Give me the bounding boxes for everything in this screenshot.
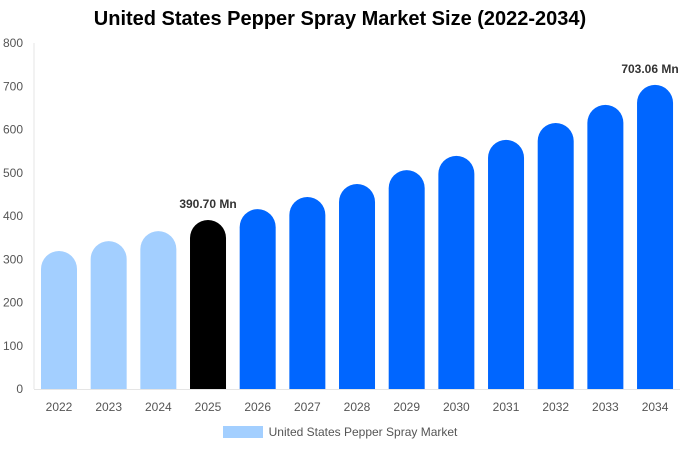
x-tick-label: 2034: [642, 400, 669, 414]
x-tick-label: 2022: [46, 400, 73, 414]
y-tick-label: 800: [3, 36, 23, 50]
bar-2028: [339, 183, 376, 389]
bar-2022: [41, 251, 77, 389]
x-tick-label: 2031: [493, 400, 520, 414]
bar-2031: [488, 139, 525, 389]
y-tick-label: 100: [3, 339, 23, 353]
bar-2024: [140, 231, 177, 389]
x-tick-label: 2032: [542, 400, 569, 414]
data-label: 390.70 Mn: [179, 197, 236, 211]
bar-2026: [239, 209, 276, 389]
legend-label: United States Pepper Spray Market: [268, 425, 458, 439]
x-tick-label: 2028: [344, 400, 371, 414]
bar-2025: [190, 220, 227, 389]
x-tick-label: 2033: [592, 400, 619, 414]
bar-2027: [289, 196, 326, 389]
legend[interactable]: United States Pepper Spray Market: [0, 425, 680, 439]
y-tick-label: 200: [3, 296, 23, 310]
bar-2032: [537, 123, 574, 389]
x-tick-label: 2030: [443, 400, 470, 414]
y-tick-label: 400: [3, 209, 23, 223]
bar-2030: [438, 155, 475, 389]
x-tick-label: 2025: [195, 400, 222, 414]
y-tick-label: 600: [3, 123, 23, 137]
x-tick-label: 2026: [244, 400, 271, 414]
bar-2029: [388, 170, 425, 389]
bar-2034: [637, 84, 674, 389]
y-tick-label: 300: [3, 252, 23, 266]
bar-2023: [90, 241, 127, 389]
bar-2033: [587, 104, 624, 389]
y-tick-label: 500: [3, 166, 23, 180]
y-tick-label: 0: [16, 382, 23, 396]
x-tick-label: 2027: [294, 400, 321, 414]
data-label: 703.06 Mn: [621, 62, 678, 76]
x-tick-label: 2029: [393, 400, 420, 414]
legend-swatch: [222, 426, 263, 438]
x-tick-label: 2023: [95, 400, 122, 414]
bar-chart: 0 100 200 300 400 500 600 700 800 2022 2023 2024 202…: [3, 36, 680, 414]
x-tick-label: 2024: [145, 400, 172, 414]
chart-title: United States Pepper Spray Market Size (…: [93, 8, 587, 30]
y-tick-label: 700: [3, 79, 23, 93]
